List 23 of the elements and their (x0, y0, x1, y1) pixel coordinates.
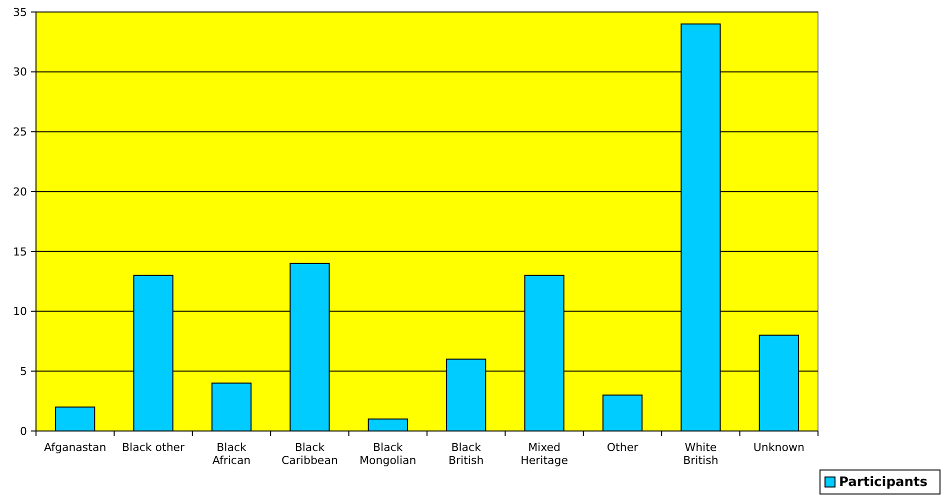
x-tick-label: Other (606, 441, 639, 454)
x-tick-label: Black British (448, 441, 484, 467)
legend-label: Participants (839, 475, 928, 490)
y-tick-label: 25 (13, 126, 27, 139)
y-tick-label: 10 (13, 305, 27, 318)
x-tick-label: Afganastan (44, 441, 106, 454)
y-tick-label: 30 (13, 66, 27, 79)
bar (211, 382, 252, 432)
y-tick-label: 5 (20, 364, 27, 378)
x-tick-label: White British (683, 441, 718, 467)
y-tick-label: 35 (13, 6, 27, 19)
bar (368, 418, 408, 432)
x-tick-label: Black African (212, 441, 251, 467)
y-tick-label: 20 (13, 185, 27, 198)
bar (602, 394, 643, 432)
x-tick-label: Black Caribbean (281, 441, 338, 467)
x-tick-label: Unknown (753, 441, 804, 454)
y-tick-label: 15 (13, 245, 27, 258)
x-tick-label: Black Mongolian (360, 441, 416, 467)
bar (55, 406, 96, 432)
x-tick-label: Black other (122, 441, 186, 454)
y-tick-label: 0 (20, 424, 27, 438)
x-tick-label: Mixed Heritage (520, 441, 568, 467)
